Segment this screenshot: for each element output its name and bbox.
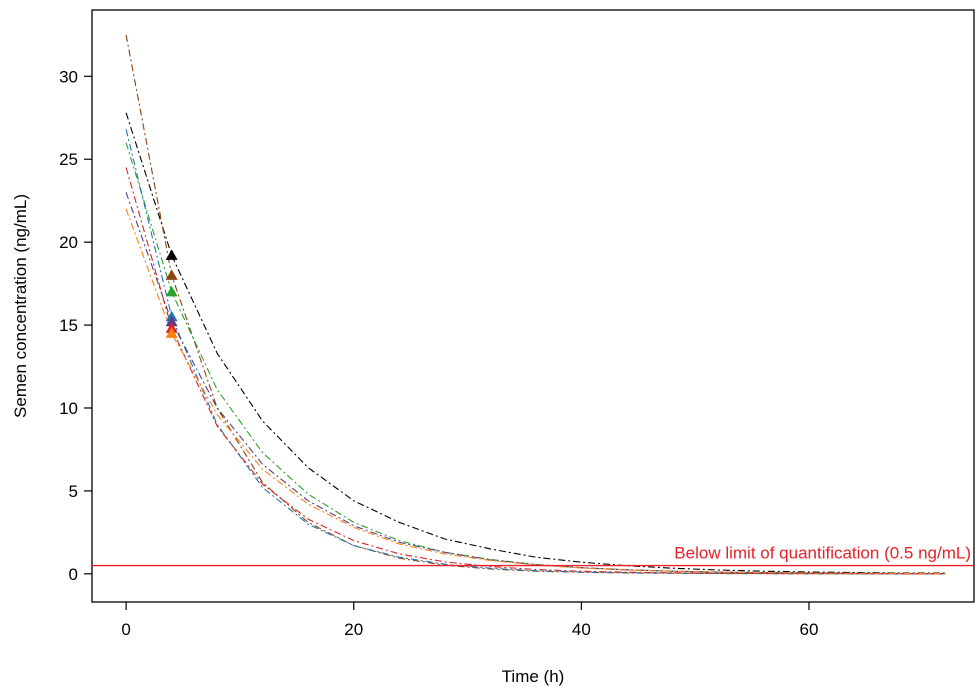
y-tick-label: 5 xyxy=(69,482,78,501)
y-tick-label: 15 xyxy=(59,316,78,335)
x-tick-label: 40 xyxy=(572,620,591,639)
y-axis: 0 5 10 15 20 25 30 xyxy=(59,67,92,584)
marker-layer xyxy=(165,249,178,338)
x-tick-label: 0 xyxy=(121,620,130,639)
x-axis: 0 20 40 60 xyxy=(121,602,818,639)
y-tick-label: 30 xyxy=(59,67,78,86)
series-layer xyxy=(125,34,946,575)
triangle-marker-3 xyxy=(165,285,178,297)
plot-frame xyxy=(91,9,975,603)
series-line-6 xyxy=(125,167,946,575)
x-tick-label: 20 xyxy=(344,620,363,639)
series-line-7 xyxy=(125,208,946,575)
y-tick-label: 20 xyxy=(59,233,78,252)
y-tick-label: 0 xyxy=(69,565,78,584)
series-line-5 xyxy=(125,192,946,575)
y-axis-title: Semen concentration (ng/mL) xyxy=(11,194,30,418)
y-tick-label: 25 xyxy=(59,150,78,169)
series-line-1 xyxy=(125,112,946,574)
triangle-marker-7 xyxy=(165,327,178,338)
reference-line-label: Below limit of quantification (0.5 ng/mL… xyxy=(674,544,971,563)
series-line-4 xyxy=(125,129,946,575)
x-tick-label: 60 xyxy=(800,620,819,639)
x-axis-title: Time (h) xyxy=(502,667,565,686)
y-tick-label: 10 xyxy=(59,399,78,418)
series-line-3 xyxy=(125,142,946,575)
triangle-marker-1 xyxy=(165,249,178,260)
triangle-marker-2 xyxy=(165,269,178,280)
triangle-marker-5 xyxy=(165,315,178,327)
series-line-2 xyxy=(125,34,946,575)
